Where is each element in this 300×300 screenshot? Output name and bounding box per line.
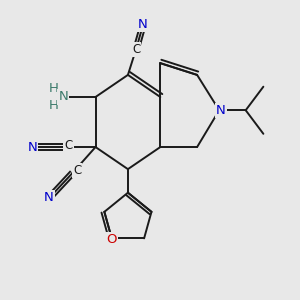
Text: N: N [44, 190, 54, 204]
Text: H: H [49, 99, 58, 112]
Text: N: N [58, 91, 68, 103]
Text: N: N [138, 18, 148, 32]
Text: N: N [216, 104, 226, 117]
Text: C: C [132, 44, 140, 56]
Text: N: N [27, 141, 37, 154]
Text: C: C [73, 164, 81, 177]
Text: H: H [49, 82, 58, 95]
Text: C: C [64, 139, 73, 152]
Text: O: O [106, 233, 117, 246]
